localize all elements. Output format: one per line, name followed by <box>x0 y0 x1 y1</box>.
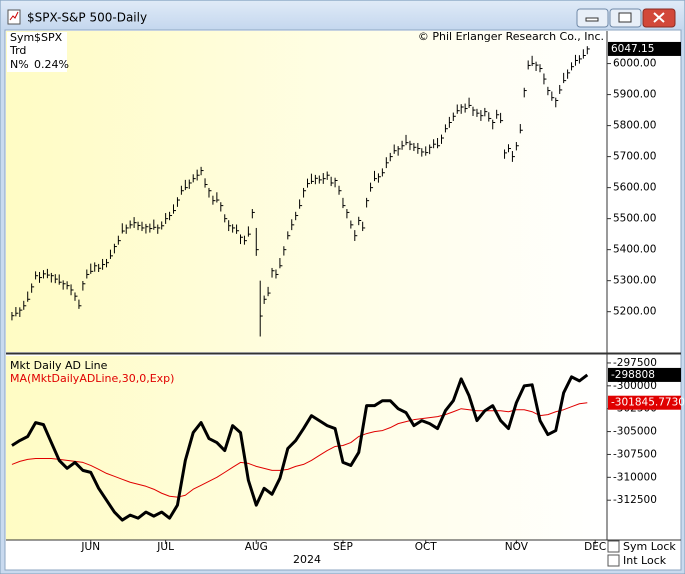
y-tick-label: 5200.00 <box>613 306 656 318</box>
legend-entry: MA(MktDailyADLine,30,0,Exp) <box>10 372 174 385</box>
title-bar <box>1 1 684 30</box>
info-key: Sym <box>10 31 34 44</box>
y-tick-label: -305000 <box>613 426 657 438</box>
y-tick-label: -312500 <box>613 494 657 506</box>
checkbox-label: Int Lock <box>623 554 667 567</box>
sym-lock-checkbox[interactable]: Sym Lock <box>607 540 676 553</box>
legend-entry: Mkt Daily AD Line <box>10 359 108 372</box>
y-tick-label: -307500 <box>613 448 657 460</box>
last-value-box <box>608 41 681 56</box>
x-tick-label: SEP <box>333 541 353 553</box>
info-key: N% <box>10 58 29 71</box>
x-axis-title: 2024 <box>293 553 321 566</box>
last-value-label: -301845.7730 <box>611 397 685 409</box>
info-value: $SPX <box>34 31 63 44</box>
window-icon-graph <box>9 11 19 21</box>
y-tick-label: -297500 <box>613 357 657 369</box>
x-tick-label: NOV <box>505 541 529 553</box>
window-title: $SPX-S&P 500-Daily <box>27 11 147 25</box>
copyright: © Phil Erlanger Research Co., Inc. <box>418 30 604 43</box>
breadth-panel <box>6 356 607 540</box>
y-tick-label: 5900.00 <box>613 89 656 101</box>
last-value-box <box>608 395 681 410</box>
y-tick-label: -300000 <box>613 380 657 392</box>
x-tick-label: OCT <box>415 541 438 553</box>
checkbox-label: Sym Lock <box>623 540 676 553</box>
maximize-button[interactable] <box>609 8 642 28</box>
series-line <box>11 373 589 522</box>
y-tick-label: 6000.00 <box>613 58 656 70</box>
x-tick-label: JUL <box>156 541 174 553</box>
last-value-box <box>608 367 681 382</box>
price-panel <box>6 31 607 352</box>
series-line <box>11 402 588 498</box>
y-tick-label: 5800.00 <box>613 120 656 132</box>
minimize-button[interactable] <box>576 8 609 28</box>
y-tick-label: 5600.00 <box>613 182 656 194</box>
info-value: 0.24% <box>34 58 69 71</box>
x-tick-label: DEC <box>584 541 606 553</box>
y-tick-label: -310000 <box>613 471 657 483</box>
y-tick-label: 5300.00 <box>613 275 656 287</box>
x-tick-label: JUN <box>80 541 100 553</box>
x-tick-label: AUG <box>245 541 268 553</box>
last-value-label: -298808 <box>611 369 655 381</box>
y-tick-label: 5500.00 <box>613 213 656 225</box>
int-lock-checkbox[interactable]: Int Lock <box>607 554 667 567</box>
close-button[interactable] <box>642 8 676 28</box>
info-key: Trd <box>9 44 26 57</box>
y-tick-label: 5700.00 <box>613 151 656 163</box>
y-tick-label: 5400.00 <box>613 244 656 256</box>
info-box <box>7 32 67 72</box>
last-value-label: 6047.15 <box>611 43 654 55</box>
